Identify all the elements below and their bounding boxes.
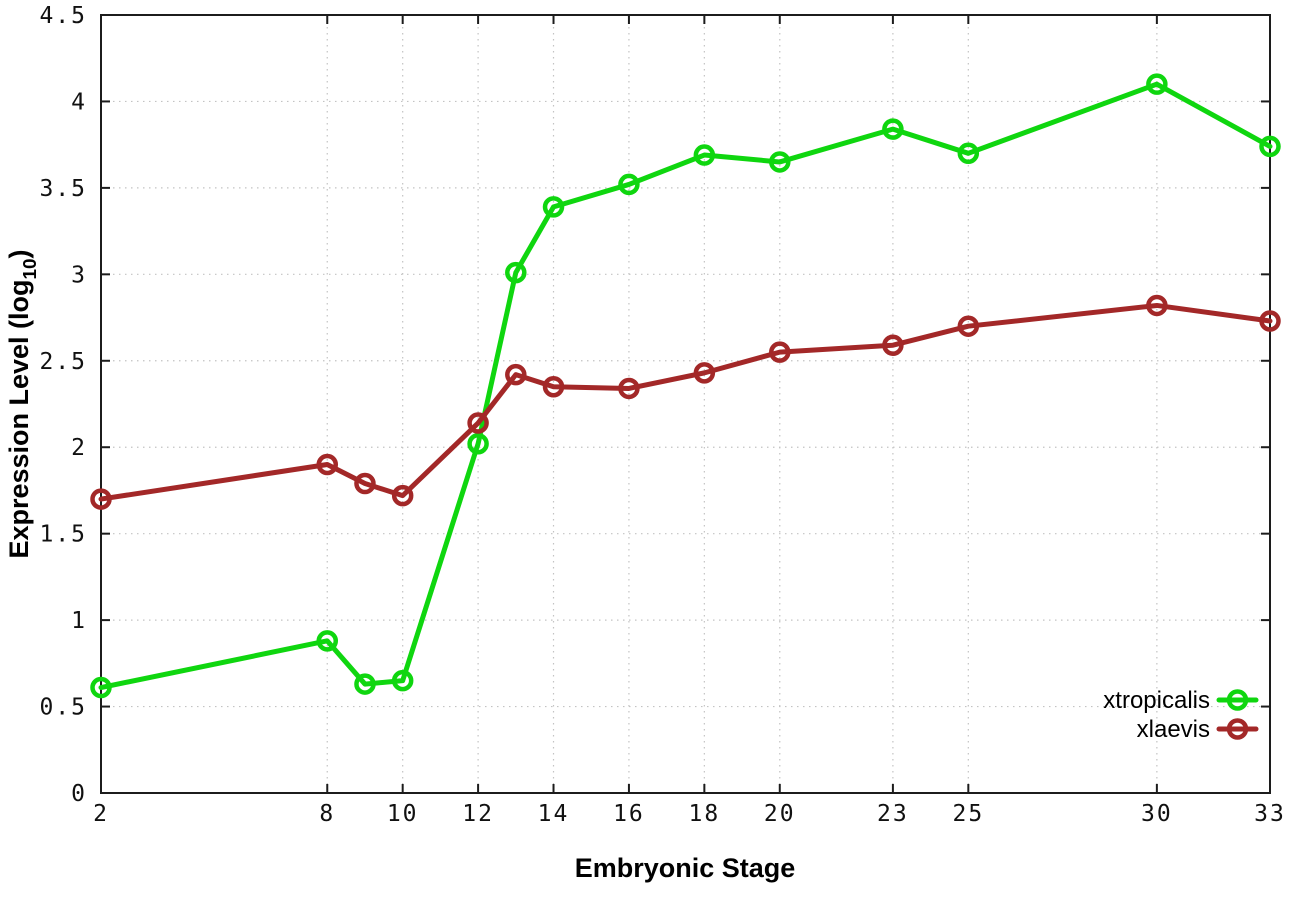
data-point-xlaevis: [769, 341, 791, 363]
y-tick-label: 2: [71, 435, 87, 461]
data-point-xtropicalis: [769, 151, 791, 173]
data-point-xtropicalis: [505, 261, 527, 284]
data-point-xlaevis: [693, 362, 716, 384]
y-axis-label-prefix: Expression Level (log: [4, 279, 34, 558]
data-point-xlaevis: [957, 315, 980, 337]
x-tick-label: 16: [613, 801, 645, 827]
x-axis-label: Embryonic Stage: [575, 853, 796, 883]
data-point-xlaevis: [90, 488, 112, 510]
x-tick-label: 33: [1254, 801, 1286, 827]
data-point-xlaevis: [316, 453, 339, 476]
x-tick-label: 20: [764, 801, 796, 827]
x-tick-label: 14: [538, 801, 570, 827]
data-point-xtropicalis: [542, 196, 565, 218]
y-tick-label: 2.5: [39, 349, 87, 375]
series-layer: [90, 73, 1281, 699]
data-point-xtropicalis: [618, 173, 640, 196]
data-point-xtropicalis: [391, 669, 414, 692]
data-point-xlaevis: [1146, 294, 1168, 317]
series-line-xlaevis: [98, 302, 1273, 502]
y-axis-label: Expression Level (log10): [4, 249, 41, 558]
data-point-xtropicalis: [1259, 135, 1281, 158]
x-tick-label: 18: [689, 801, 721, 827]
data-point-xtropicalis: [354, 673, 376, 695]
y-axis-label-suffix: ): [4, 249, 34, 258]
y-axis-label-subscript: 10: [20, 258, 41, 279]
y-tick-label: 3: [71, 262, 87, 288]
x-tick-label: 25: [952, 801, 984, 827]
data-point-xlaevis: [882, 334, 904, 356]
data-point-xtropicalis: [693, 144, 716, 166]
border-layer: [100, 14, 1271, 794]
tick-layer: 2 8 10 12 14 16 18 20 23 25 30 33 0 0.5 1 1.5 2 2.5 3 3.5 4 4…: [39, 3, 1286, 827]
data-point-xtropicalis: [882, 118, 904, 140]
data-point-xlaevis: [391, 484, 414, 507]
y-tick-label: 1.5: [39, 522, 87, 548]
x-tick-label: 2: [93, 801, 109, 827]
x-tick-label: 23: [877, 801, 909, 827]
y-tick-label: 0: [71, 781, 87, 807]
data-point-xlaevis: [505, 363, 527, 386]
y-tick-label: 0.5: [39, 695, 87, 721]
y-tick-label: 1: [71, 608, 87, 634]
legend-sample-marker-xtropicalis: [1226, 689, 1249, 711]
data-point-xlaevis: [467, 412, 489, 434]
y-tick-label: 4: [71, 89, 87, 115]
x-tick-label: 8: [319, 801, 335, 827]
y-tick-label: 4.5: [39, 3, 87, 29]
data-point-xlaevis: [618, 377, 640, 400]
data-point-xtropicalis: [1146, 73, 1168, 95]
data-point-xlaevis: [1259, 310, 1281, 332]
data-point-xtropicalis: [90, 676, 112, 699]
legend-label-xtropicalis: xtropicalis: [1103, 687, 1210, 714]
series-line-xtropicalis: [98, 81, 1273, 691]
y-tick-label: 3.5: [39, 176, 87, 202]
data-point-xlaevis: [354, 472, 376, 495]
grid-layer: [101, 15, 1270, 793]
data-point-xtropicalis: [957, 142, 980, 165]
data-point-xtropicalis: [316, 630, 339, 652]
data-point-xtropicalis: [467, 433, 489, 455]
x-tick-label: 12: [462, 801, 494, 827]
legend-sample-marker-xlaevis: [1226, 718, 1249, 740]
legend-samples: [1216, 689, 1259, 740]
plot-border: [100, 14, 1271, 794]
data-point-xlaevis: [542, 375, 565, 398]
x-tick-label: 10: [387, 801, 419, 827]
x-tick-label: 30: [1141, 801, 1173, 827]
legend-label-xlaevis: xlaevis: [1137, 716, 1210, 743]
